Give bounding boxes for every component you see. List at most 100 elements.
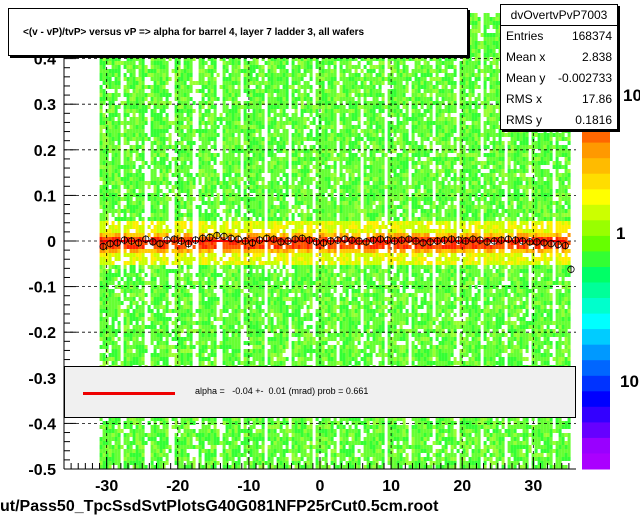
heatmap-cell: [237, 361, 241, 365]
heatmap-cell: [216, 125, 220, 129]
heatmap-cell: [249, 425, 253, 429]
heatmap-cell: [270, 293, 274, 297]
heatmap-cell: [252, 149, 256, 153]
heatmap-cell: [207, 325, 211, 329]
heatmap-cell: [186, 237, 190, 241]
heatmap-cell: [186, 157, 190, 161]
heatmap-cell: [210, 269, 214, 273]
heatmap-cell: [243, 433, 247, 437]
heatmap-cell: [135, 81, 139, 85]
heatmap-cell: [210, 289, 214, 293]
heatmap-cell: [156, 161, 160, 165]
heatmap-cell: [198, 233, 202, 237]
heatmap-cell: [126, 105, 130, 109]
heatmap-cell: [261, 277, 265, 281]
heatmap-cell: [252, 241, 256, 245]
heatmap-cell: [231, 441, 235, 445]
heatmap-cell: [231, 333, 235, 337]
heatmap-cell: [171, 309, 175, 313]
heatmap-cell: [129, 313, 133, 317]
heatmap-cell: [123, 453, 127, 457]
heatmap-cell: [228, 89, 232, 93]
heatmap-cell: [261, 89, 265, 93]
heatmap-cell: [258, 93, 262, 97]
heatmap-cell: [162, 269, 166, 273]
heatmap-cell: [123, 181, 127, 185]
heatmap-cell: [111, 357, 115, 361]
heatmap-cell: [249, 173, 253, 177]
heatmap-cell: [213, 69, 217, 73]
heatmap-cell: [117, 117, 121, 121]
heatmap-cell: [108, 433, 112, 437]
heatmap-cell: [222, 321, 226, 325]
heatmap-cell: [210, 337, 214, 341]
heatmap-cell: [246, 73, 250, 77]
heatmap-cell: [258, 301, 262, 305]
heatmap-cell: [228, 245, 232, 249]
heatmap-cell: [237, 141, 241, 145]
heatmap-cell: [252, 153, 256, 157]
heatmap-cell: [138, 329, 142, 333]
heatmap-cell: [177, 189, 181, 193]
heatmap-cell: [258, 157, 262, 161]
heatmap-cell: [141, 417, 145, 421]
heatmap-cell: [189, 281, 193, 285]
heatmap-cell: [135, 177, 139, 181]
heatmap-cell: [249, 261, 253, 265]
heatmap-cell: [132, 97, 136, 101]
heatmap-cell: [105, 349, 109, 353]
heatmap-cell: [255, 305, 259, 309]
heatmap-cell: [204, 185, 208, 189]
heatmap-cell: [189, 137, 193, 141]
heatmap-cell: [210, 361, 214, 365]
heatmap-cell: [159, 281, 163, 285]
heatmap-cell: [126, 121, 130, 125]
heatmap-cell: [174, 449, 178, 453]
heatmap-cell: [201, 265, 205, 269]
heatmap-cell: [150, 437, 154, 441]
heatmap-cell: [192, 177, 196, 181]
heatmap-cell: [174, 173, 178, 177]
heatmap-cell: [135, 77, 139, 81]
heatmap-cell: [219, 161, 223, 165]
heatmap-cell: [186, 249, 190, 253]
heatmap-cell: [111, 333, 115, 337]
heatmap-cell: [246, 113, 250, 117]
heatmap-cell: [225, 305, 229, 309]
heatmap-cell: [225, 269, 229, 273]
heatmap-cell: [129, 249, 133, 253]
heatmap-cell: [201, 161, 205, 165]
heatmap-cell: [258, 65, 262, 69]
heatmap-cell: [114, 357, 118, 361]
heatmap-cell: [174, 57, 178, 61]
heatmap-cell: [177, 165, 181, 169]
heatmap-cell: [222, 337, 226, 341]
heatmap-cell: [117, 245, 121, 249]
heatmap-cell: [252, 221, 256, 225]
heatmap-cell: [234, 433, 238, 437]
heatmap-cell: [150, 221, 154, 225]
heatmap-cell: [168, 77, 172, 81]
heatmap-cell: [153, 313, 157, 317]
heatmap-cell: [177, 333, 181, 337]
heatmap-cell: [207, 329, 211, 333]
heatmap-cell: [162, 217, 166, 221]
heatmap-cell: [252, 461, 256, 465]
heatmap-cell: [246, 273, 250, 277]
heatmap-cell: [207, 309, 211, 313]
heatmap-cell: [186, 333, 190, 337]
heatmap-cell: [267, 461, 271, 465]
heatmap-cell: [237, 293, 241, 297]
heatmap-cell: [111, 109, 115, 113]
heatmap-cell: [117, 425, 121, 429]
heatmap-cell: [117, 165, 121, 169]
heatmap-cell: [189, 205, 193, 209]
heatmap-cell: [249, 461, 253, 465]
heatmap-cell: [267, 69, 271, 73]
heatmap-cell: [138, 245, 142, 249]
heatmap-cell: [162, 345, 166, 349]
heatmap-cell: [159, 201, 163, 205]
heatmap-cell: [144, 281, 148, 285]
heatmap-cell: [126, 457, 130, 461]
heatmap-cell: [261, 445, 265, 449]
